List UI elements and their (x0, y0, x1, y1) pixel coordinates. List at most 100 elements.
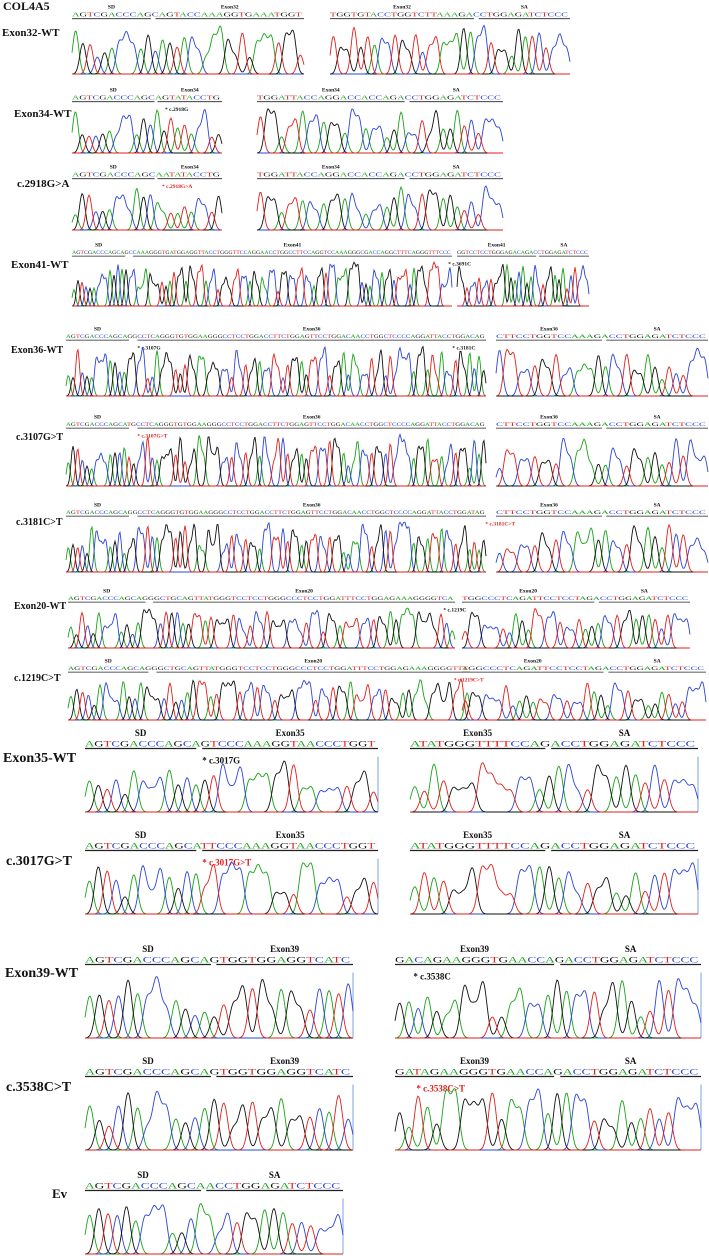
trace-T (85, 1095, 354, 1151)
row-label: c.3107G>T (16, 432, 63, 443)
row-label: Exon32-WT (2, 27, 60, 39)
variant-mark: * c.3107G (137, 346, 161, 352)
region-tag: Exon36 (540, 503, 558, 509)
trace-T (66, 436, 486, 487)
region-tag: SA (269, 1170, 281, 1180)
region-tag: Exon32 (221, 5, 239, 11)
trace-G (394, 1092, 701, 1151)
trace-T (256, 191, 503, 231)
trace-T (329, 26, 570, 75)
sequence-row: c.3181C>TSD Exon36AGTCGACCCAGCAGGCCTCAGGG… (16, 503, 709, 573)
region-tag: SD (95, 243, 102, 249)
region-tag: SA (654, 415, 661, 421)
row-label: Exon35-WT (3, 751, 77, 766)
region-tag: Exon35 (463, 830, 493, 840)
region-tag: SA (654, 327, 661, 333)
region-tag: Exon20 (519, 589, 537, 595)
trace-G (71, 118, 223, 154)
base-sequence: AGTCGACCCAGCAGGCCTCAGGGTGTGGAAGGGCCTCCTG… (66, 510, 485, 516)
region-tag: SA (453, 165, 460, 171)
trace-A (395, 979, 701, 1039)
region-tag: SD (135, 728, 147, 738)
chromatogram-panel: Exon32 SAT G G T G T A C C T G G T C T T A A A G A C C T G G A G A T C T… (329, 5, 571, 75)
region-tag: Exon36 (303, 503, 321, 509)
chromatogram-panel: Exon34 SAT G G A T T A C C A G G A C C A C C A G A C C T G G A G A T C T… (256, 165, 504, 231)
trace-A (84, 862, 378, 915)
trace-C (85, 1204, 344, 1255)
region-tag: SA (619, 728, 631, 738)
trace-C (495, 347, 709, 397)
region-tag: Exon41 (488, 243, 506, 249)
region-tag: SD (94, 327, 101, 333)
region-tag: Exon41 (284, 243, 302, 249)
trace-A (71, 109, 222, 154)
trace-T (72, 32, 305, 75)
region-tag: Exon34 (181, 165, 199, 171)
chromatogram-panel: Exon20 SAT G G C C C T C A G A T T C C T C C T A G A C C T G G A G A T C… (461, 589, 691, 649)
trace-G (84, 760, 379, 813)
region-tag: Exon39 (270, 944, 300, 954)
trace-T (495, 348, 708, 397)
base-sequence: AGTCGACCCAGCAGCCAAAGGGTGATGGAGGTTACCTGGG… (72, 250, 451, 256)
region-tag: SD (142, 944, 154, 954)
row-label: c.1219C>T (14, 673, 61, 684)
trace-C (85, 1090, 354, 1151)
chromatogram-panel: SD Exon36AGTCGACCCAGCATGCCTCAGGGTGTGGAAGG… (65, 415, 487, 487)
trace-T (457, 267, 589, 307)
chromatogram-panel: Exon41 SAGGTCCTCCTGGGAGACAGACCTGGAGATCTCC… (456, 243, 590, 307)
trace-T (256, 116, 503, 154)
trace-A (462, 612, 690, 649)
region-tag: Exon39 (460, 944, 490, 954)
trace-G (65, 436, 487, 487)
trace-T (72, 117, 223, 154)
variant-mark: * c.3181C (452, 346, 475, 352)
variant-mark: * c.3017G (202, 756, 240, 766)
trace-A (257, 109, 503, 154)
region-tag: Exon20 (304, 659, 322, 665)
trace-T (409, 863, 698, 915)
variant-mark: * c.1219C>T (454, 678, 484, 684)
trace-A (496, 438, 708, 487)
trace-G (496, 447, 708, 487)
region-tag: Exon39 (460, 1056, 490, 1066)
variant-mark: * c.2918G (165, 107, 189, 113)
variant-mark: * c.3691C (448, 262, 471, 268)
trace-T (72, 261, 452, 307)
region-tag: SD (94, 415, 101, 421)
trace-G (461, 609, 690, 649)
region-tag: SD (94, 503, 101, 509)
trace-G (461, 691, 706, 721)
region-tag: SA (619, 830, 631, 840)
sequence-row: c.3107G>TSD Exon36AGTCGACCCAGCATGCCTCAGGG… (16, 415, 709, 487)
trace-T (68, 610, 455, 649)
region-tag: SD (108, 5, 115, 11)
region-tag: SA (625, 944, 637, 954)
trace-T (495, 449, 708, 487)
trace-C (66, 432, 486, 487)
variant-mark: * c.3538C (413, 972, 451, 982)
trace-T (68, 677, 471, 721)
region-tag: SD (110, 88, 117, 94)
trace-T (66, 525, 486, 573)
region-tag: Exon35 (276, 830, 306, 840)
trace-T (85, 988, 354, 1039)
row-label: c.3181C>T (16, 517, 63, 528)
trace-C (257, 185, 504, 231)
region-tag: SA (641, 589, 648, 595)
